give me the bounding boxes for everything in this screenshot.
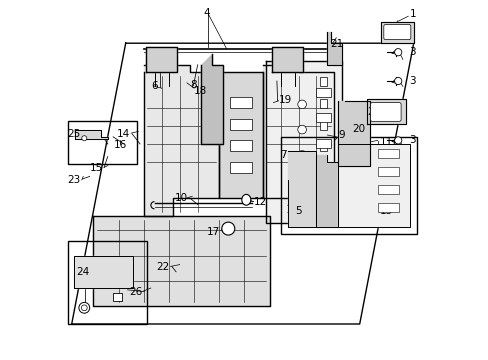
Polygon shape xyxy=(146,47,177,72)
Text: 9: 9 xyxy=(337,130,344,140)
Ellipse shape xyxy=(241,194,250,205)
Polygon shape xyxy=(272,47,303,72)
Bar xyxy=(68,241,147,324)
Bar xyxy=(316,88,330,97)
Polygon shape xyxy=(381,22,413,43)
Polygon shape xyxy=(316,155,337,227)
Circle shape xyxy=(81,305,87,311)
Text: 10: 10 xyxy=(174,193,187,203)
Polygon shape xyxy=(73,256,133,288)
Polygon shape xyxy=(143,65,219,216)
Bar xyxy=(230,162,251,173)
Text: 4: 4 xyxy=(203,8,209,18)
Polygon shape xyxy=(326,32,341,65)
Polygon shape xyxy=(265,61,341,223)
Bar xyxy=(68,121,136,164)
Bar xyxy=(230,97,251,108)
Bar xyxy=(230,119,251,130)
Text: 24: 24 xyxy=(76,267,89,277)
Text: 1: 1 xyxy=(409,9,416,19)
Polygon shape xyxy=(75,130,107,139)
Bar xyxy=(320,77,326,86)
FancyBboxPatch shape xyxy=(383,24,410,40)
Text: 26: 26 xyxy=(129,287,142,297)
Text: 15: 15 xyxy=(90,163,103,174)
Circle shape xyxy=(394,137,401,144)
Text: 14: 14 xyxy=(117,129,130,139)
Text: 12: 12 xyxy=(254,197,267,207)
Text: 19: 19 xyxy=(278,95,291,105)
Text: 2: 2 xyxy=(366,107,373,117)
Text: 11: 11 xyxy=(379,137,392,147)
Circle shape xyxy=(297,100,306,109)
Circle shape xyxy=(394,49,401,56)
Bar xyxy=(316,164,330,173)
Text: 5: 5 xyxy=(294,206,301,216)
Bar xyxy=(280,137,416,234)
Bar xyxy=(316,139,330,148)
Bar xyxy=(113,293,122,301)
Bar xyxy=(377,149,399,158)
Polygon shape xyxy=(201,54,223,144)
Polygon shape xyxy=(337,101,370,166)
Circle shape xyxy=(297,176,306,184)
Bar xyxy=(320,99,326,108)
Bar xyxy=(316,113,330,122)
Polygon shape xyxy=(366,99,406,124)
Bar xyxy=(316,189,330,198)
Text: 6: 6 xyxy=(151,81,158,91)
Bar xyxy=(230,140,251,151)
Text: 16: 16 xyxy=(113,140,127,150)
FancyBboxPatch shape xyxy=(370,103,400,121)
Circle shape xyxy=(297,150,306,159)
Polygon shape xyxy=(219,72,262,198)
Text: 3: 3 xyxy=(408,135,415,145)
Text: 25: 25 xyxy=(67,129,80,139)
Text: 22: 22 xyxy=(156,262,169,272)
Bar xyxy=(320,142,326,151)
Text: 8: 8 xyxy=(190,80,197,90)
Text: 17: 17 xyxy=(206,227,220,237)
Polygon shape xyxy=(93,216,269,306)
Polygon shape xyxy=(287,151,316,227)
Circle shape xyxy=(79,302,89,313)
Bar xyxy=(377,185,399,194)
Text: 23: 23 xyxy=(67,175,80,185)
Text: 3: 3 xyxy=(408,47,415,57)
Text: 7: 7 xyxy=(280,150,286,160)
Polygon shape xyxy=(262,65,334,198)
Bar xyxy=(377,203,399,212)
Text: 21: 21 xyxy=(329,39,343,49)
Text: 20: 20 xyxy=(352,124,365,134)
Bar xyxy=(320,121,326,130)
Circle shape xyxy=(394,77,401,85)
Text: 18: 18 xyxy=(193,86,206,96)
Circle shape xyxy=(222,222,234,235)
Bar xyxy=(377,167,399,176)
Text: 13: 13 xyxy=(379,206,392,216)
Polygon shape xyxy=(337,144,409,227)
Circle shape xyxy=(297,125,306,134)
Circle shape xyxy=(81,136,87,141)
Text: 3: 3 xyxy=(408,76,415,86)
Bar xyxy=(320,164,326,173)
